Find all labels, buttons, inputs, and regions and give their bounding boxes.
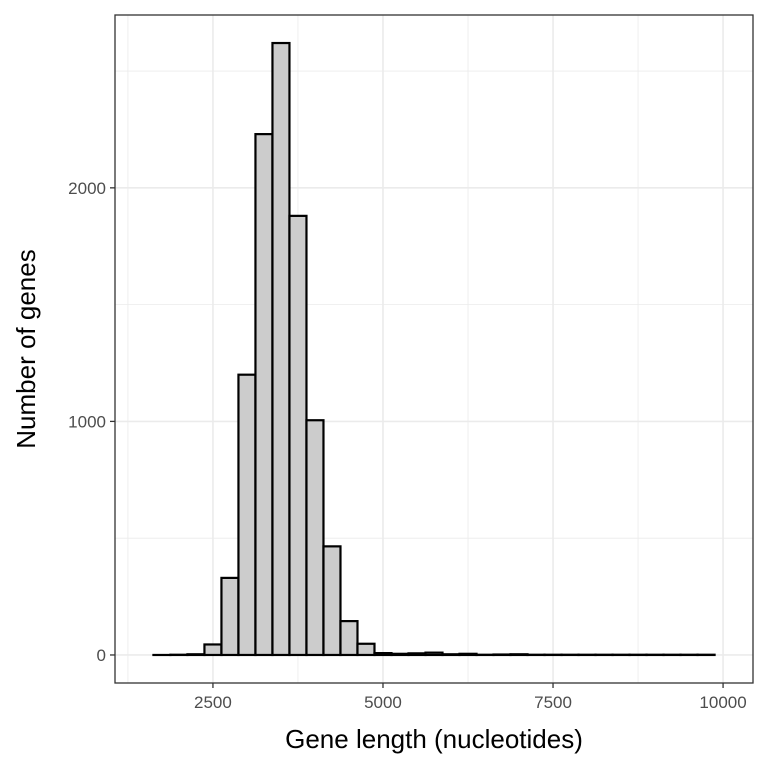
axis-tick-labels: 2500 5000 7500 10000 0 1000 2000 xyxy=(68,179,747,712)
histogram-bar xyxy=(509,653,529,657)
histogram-bar xyxy=(237,373,257,657)
x-tick-label: 2500 xyxy=(194,693,232,712)
histogram-bar xyxy=(322,545,342,657)
histogram-bar xyxy=(271,41,291,657)
y-axis-title: Number of genes xyxy=(11,249,41,448)
histogram-bar xyxy=(424,651,444,657)
histogram-bar xyxy=(373,652,393,657)
panel-border xyxy=(114,14,754,684)
histogram-bar xyxy=(356,642,376,657)
y-tick-label: 1000 xyxy=(68,412,106,431)
histogram-bar xyxy=(458,652,478,657)
histogram-bar xyxy=(254,133,274,657)
x-tick-label: 5000 xyxy=(364,693,402,712)
x-tick-label: 7500 xyxy=(534,693,572,712)
histogram-bar xyxy=(305,419,325,657)
y-tick-label: 0 xyxy=(97,646,106,665)
histogram-bar xyxy=(407,652,427,657)
histogram-bar xyxy=(186,653,206,657)
histogram-bar xyxy=(220,576,240,657)
histogram-bar xyxy=(390,652,410,657)
axis-ticks xyxy=(110,187,724,688)
histogram-bar xyxy=(203,643,223,657)
y-tick-label: 2000 xyxy=(68,179,106,198)
histogram-bar xyxy=(339,620,359,657)
x-axis-title: Gene length (nucleotides) xyxy=(285,724,583,754)
x-tick-label: 10000 xyxy=(699,693,746,712)
histogram-bars xyxy=(152,41,716,657)
histogram-bar xyxy=(288,214,308,657)
histogram-bar xyxy=(441,653,461,657)
